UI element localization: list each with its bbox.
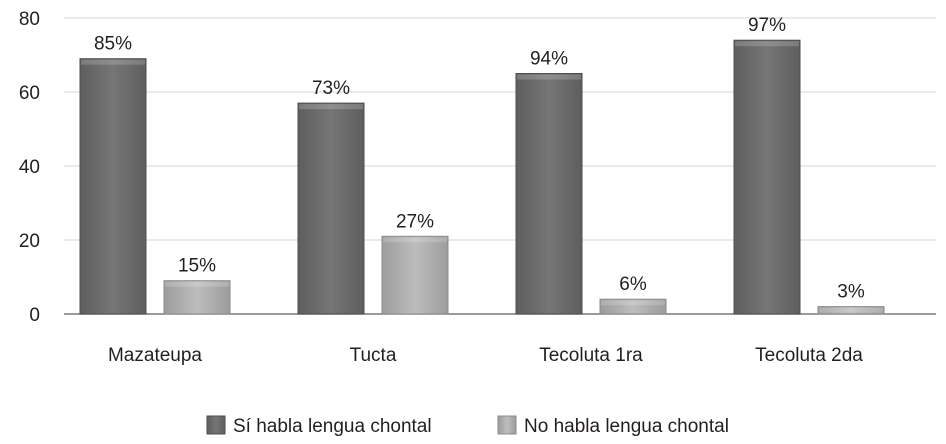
bar-no-habla xyxy=(163,280,231,315)
y-tick-label: 0 xyxy=(29,305,40,326)
data-label: 85% xyxy=(94,34,132,55)
data-label: 6% xyxy=(619,274,647,295)
bar-bevel xyxy=(601,300,665,306)
bar-bevel xyxy=(383,237,447,243)
bar-si-habla xyxy=(297,102,365,315)
data-label: 3% xyxy=(837,282,865,303)
bar-si-habla xyxy=(515,73,583,315)
y-axis-tick-labels: 0 20 40 60 80 xyxy=(19,9,40,326)
y-tick-label: 20 xyxy=(19,231,40,252)
legend-label: Sí habla lengua chontal xyxy=(233,416,432,437)
bar-si-habla xyxy=(733,39,801,315)
bar-bevel xyxy=(165,281,229,287)
bar-no-habla xyxy=(817,306,885,315)
legend: Sí habla lengua chontal No habla lengua c… xyxy=(206,415,729,437)
data-label: 73% xyxy=(312,78,350,99)
category-label: Tucta xyxy=(350,345,397,366)
y-tick-label: 40 xyxy=(19,157,40,178)
data-label: 97% xyxy=(748,15,786,36)
legend-swatch xyxy=(497,415,517,435)
legend-label: No habla lengua chontal xyxy=(524,416,729,437)
data-label: 94% xyxy=(530,49,568,70)
bar-bevel xyxy=(819,307,883,313)
bar-no-habla xyxy=(381,235,449,315)
bars xyxy=(79,39,885,315)
category-label: Tecoluta 2da xyxy=(755,345,863,366)
bar-bevel xyxy=(81,59,145,65)
data-label: 15% xyxy=(178,256,216,277)
category-label: Mazateupa xyxy=(108,345,202,366)
data-labels: 85% 15% 73% 27% 94% 6% 97% 3% xyxy=(94,15,865,302)
data-label: 27% xyxy=(396,211,434,232)
bar-no-habla xyxy=(599,298,667,315)
bar-bevel xyxy=(299,104,363,110)
bar-bevel xyxy=(735,41,799,47)
bar-bevel xyxy=(517,74,581,80)
y-tick-label: 80 xyxy=(19,9,40,30)
x-axis-category-labels: Mazateupa Tucta Tecoluta 1ra Tecoluta 2da xyxy=(108,345,863,366)
y-tick-label: 60 xyxy=(19,83,40,104)
category-label: Tecoluta 1ra xyxy=(539,345,643,366)
legend-swatch xyxy=(206,415,226,435)
bar-si-habla xyxy=(79,58,147,315)
